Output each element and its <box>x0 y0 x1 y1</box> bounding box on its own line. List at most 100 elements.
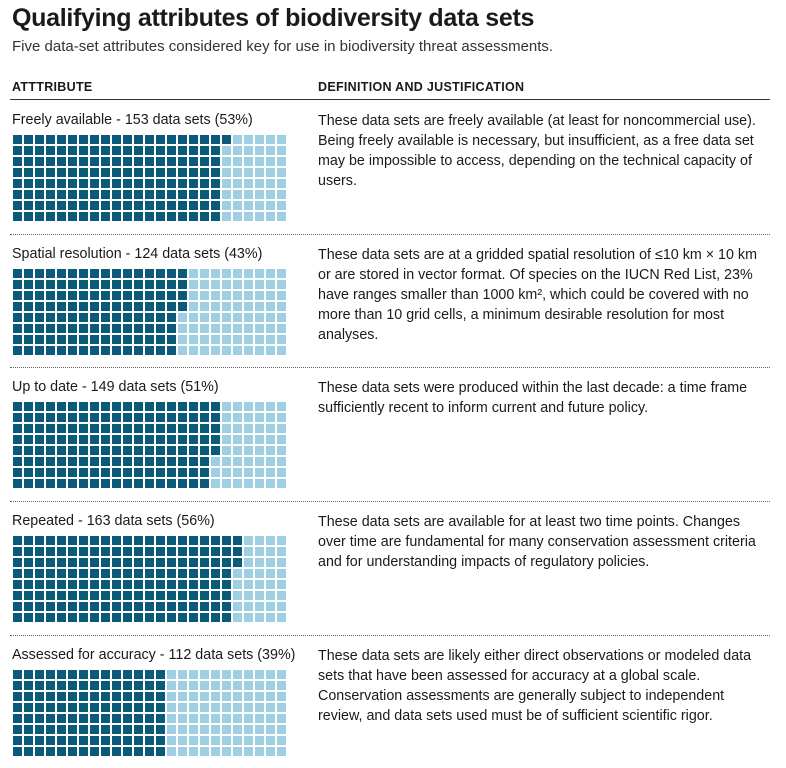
waffle-cell-filled <box>79 714 88 723</box>
waffle-cell-empty <box>266 435 275 444</box>
waffle-cell-filled <box>112 692 121 701</box>
waffle-cell-filled <box>211 580 220 589</box>
waffle-cell-empty <box>244 179 253 188</box>
waffle-cell-filled <box>134 302 143 311</box>
waffle-cell-filled <box>123 725 132 734</box>
waffle-cell-filled <box>101 747 110 756</box>
waffle-cell-filled <box>101 302 110 311</box>
waffle-cell-filled <box>46 179 55 188</box>
waffle-cell-filled <box>24 479 33 488</box>
waffle-cell-empty <box>244 324 253 333</box>
waffle-cell-filled <box>145 269 154 278</box>
waffle-cell-empty <box>167 747 176 756</box>
waffle-cell-filled <box>90 602 99 611</box>
waffle-cell-filled <box>211 168 220 177</box>
waffle-cell-filled <box>123 569 132 578</box>
waffle-cell-empty <box>211 313 220 322</box>
waffle-cell-filled <box>112 602 121 611</box>
waffle-cell-filled <box>167 135 176 144</box>
waffle-cell-filled <box>211 146 220 155</box>
waffle-cell-filled <box>24 291 33 300</box>
waffle-cell-empty <box>178 725 187 734</box>
waffle-cell-empty <box>200 324 209 333</box>
waffle-cell-filled <box>167 457 176 466</box>
waffle-cell-empty <box>189 670 198 679</box>
waffle-cell-filled <box>156 179 165 188</box>
waffle-cell-empty <box>244 435 253 444</box>
waffle-cell-empty <box>189 324 198 333</box>
waffle-cell-filled <box>101 446 110 455</box>
waffle-cell-filled <box>189 591 198 600</box>
waffle-cell-filled <box>57 547 66 556</box>
waffle-cell-filled <box>112 468 121 477</box>
waffle-cell-empty <box>211 714 220 723</box>
waffle-cell-filled <box>68 190 77 199</box>
header-rule <box>10 99 770 100</box>
waffle-cell-filled <box>24 269 33 278</box>
waffle-cell-filled <box>167 269 176 278</box>
waffle-cell-filled <box>57 591 66 600</box>
waffle-cell-filled <box>112 269 121 278</box>
waffle-cell-empty <box>244 681 253 690</box>
waffle-cell-empty <box>266 714 275 723</box>
waffle-cell-filled <box>134 201 143 210</box>
waffle-cell-filled <box>101 457 110 466</box>
waffle-cell-filled <box>134 212 143 221</box>
waffle-cell-filled <box>145 291 154 300</box>
waffle-cell-filled <box>123 591 132 600</box>
waffle-cell-filled <box>79 168 88 177</box>
waffle-cell-filled <box>178 146 187 155</box>
waffle-cell-filled <box>167 201 176 210</box>
waffle-cell-filled <box>24 146 33 155</box>
waffle-cell-empty <box>222 424 231 433</box>
waffle-cell-filled <box>24 692 33 701</box>
waffle-cell-filled <box>68 602 77 611</box>
waffle-cell-filled <box>134 280 143 289</box>
waffle-cell-filled <box>79 747 88 756</box>
waffle-cell-filled <box>134 457 143 466</box>
waffle-cell-filled <box>112 201 121 210</box>
waffle-cell-filled <box>123 190 132 199</box>
waffle-cell-empty <box>211 479 220 488</box>
waffle-cell-filled <box>90 681 99 690</box>
waffle-cell-filled <box>101 569 110 578</box>
waffle-cell-empty <box>266 424 275 433</box>
waffle-cell-filled <box>24 190 33 199</box>
waffle-cell-filled <box>13 179 22 188</box>
waffle-cell-filled <box>112 736 121 745</box>
waffle-cell-filled <box>79 179 88 188</box>
waffle-cell-filled <box>46 591 55 600</box>
waffle-cell-empty <box>211 324 220 333</box>
waffle-cell-empty <box>266 446 275 455</box>
waffle-cell-filled <box>13 670 22 679</box>
waffle-cell-empty <box>277 547 286 556</box>
waffle-cell-filled <box>200 135 209 144</box>
waffle-cell-empty <box>255 212 264 221</box>
waffle-cell-filled <box>57 190 66 199</box>
waffle-cell-filled <box>90 547 99 556</box>
waffle-cell-filled <box>35 135 44 144</box>
waffle-cell-filled <box>90 736 99 745</box>
waffle-cell-filled <box>167 602 176 611</box>
waffle-cell-filled <box>145 602 154 611</box>
waffle-cell-empty <box>266 190 275 199</box>
waffle-cell-filled <box>46 313 55 322</box>
waffle-cell-filled <box>68 291 77 300</box>
waffle-cell-filled <box>57 157 66 166</box>
waffle-cell-filled <box>134 580 143 589</box>
waffle-cell-filled <box>178 179 187 188</box>
waffle-cell-filled <box>167 280 176 289</box>
waffle-cell-filled <box>123 703 132 712</box>
waffle-cell-empty <box>244 602 253 611</box>
waffle-cell-filled <box>156 324 165 333</box>
waffle-cell-filled <box>79 681 88 690</box>
waffle-cell-filled <box>57 479 66 488</box>
waffle-cell-filled <box>189 468 198 477</box>
waffle-cell-filled <box>123 714 132 723</box>
waffle-cell-empty <box>233 302 242 311</box>
waffle-cell-filled <box>90 302 99 311</box>
waffle-cell-filled <box>90 280 99 289</box>
waffle-cell-empty <box>211 681 220 690</box>
waffle-cell-filled <box>156 413 165 422</box>
waffle-cell-filled <box>189 201 198 210</box>
